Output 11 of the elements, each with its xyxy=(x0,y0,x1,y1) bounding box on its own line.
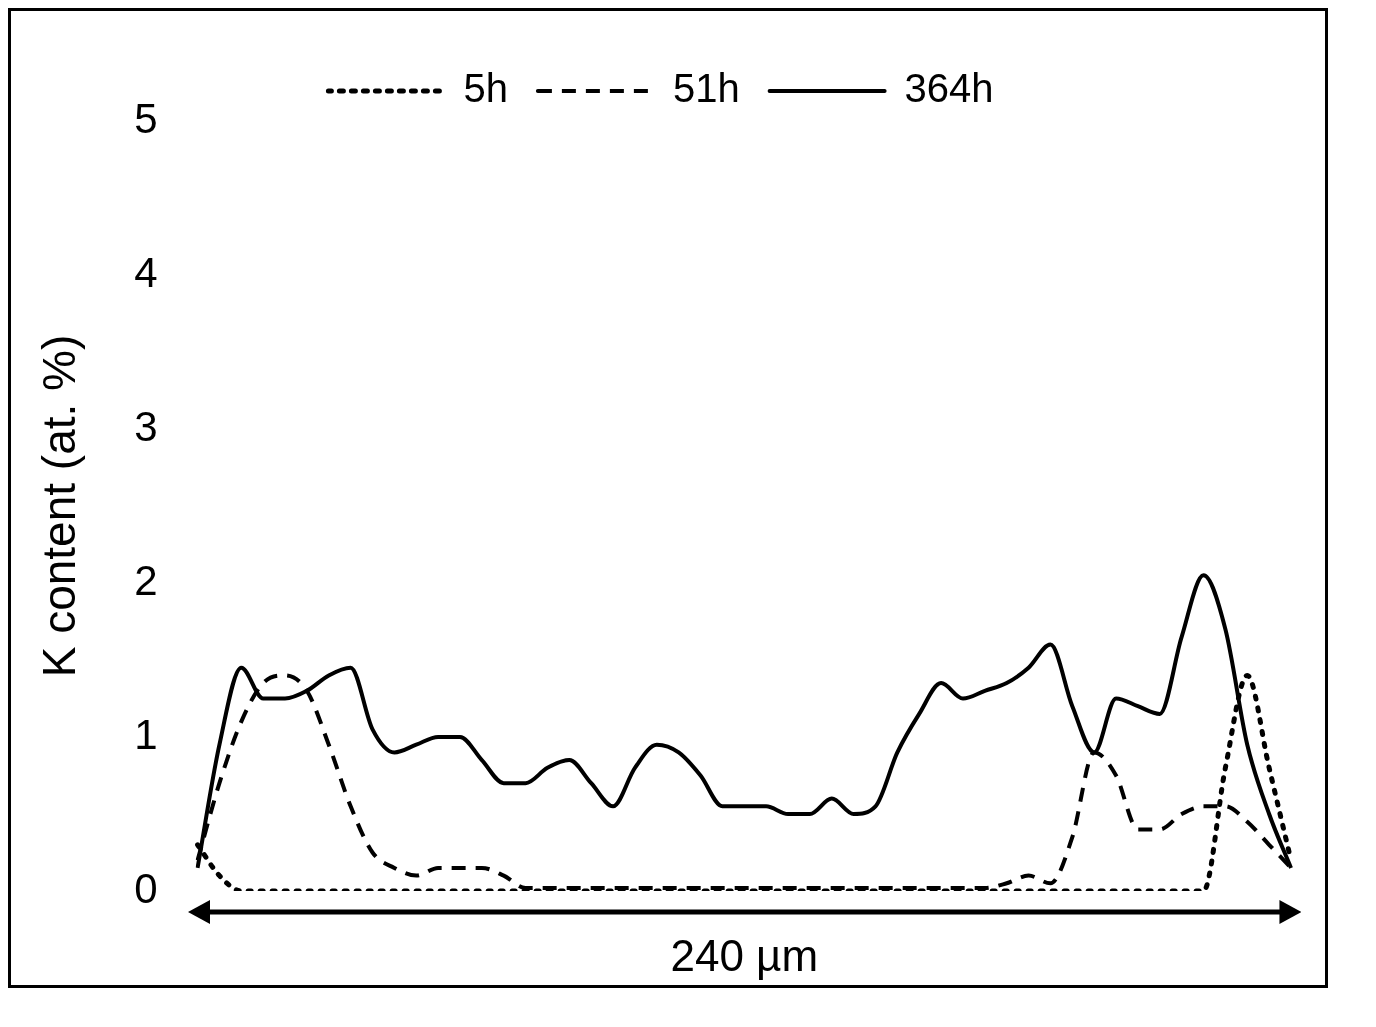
legend-label: 5h xyxy=(463,66,508,111)
y-axis-title: K content (at. %) xyxy=(33,334,86,678)
legend-label: 364h xyxy=(904,66,994,111)
legend-label: 51h xyxy=(672,66,740,111)
text: 240 µm xyxy=(669,931,820,981)
y-tick-label: 1 xyxy=(134,710,158,758)
y-tick-label: 2 xyxy=(134,556,158,604)
y-tick-label: 3 xyxy=(134,402,158,450)
y-tick-label: 4 xyxy=(134,248,158,296)
y-tick-label: 5 xyxy=(134,94,158,142)
y-tick-label: 0 xyxy=(134,864,158,912)
